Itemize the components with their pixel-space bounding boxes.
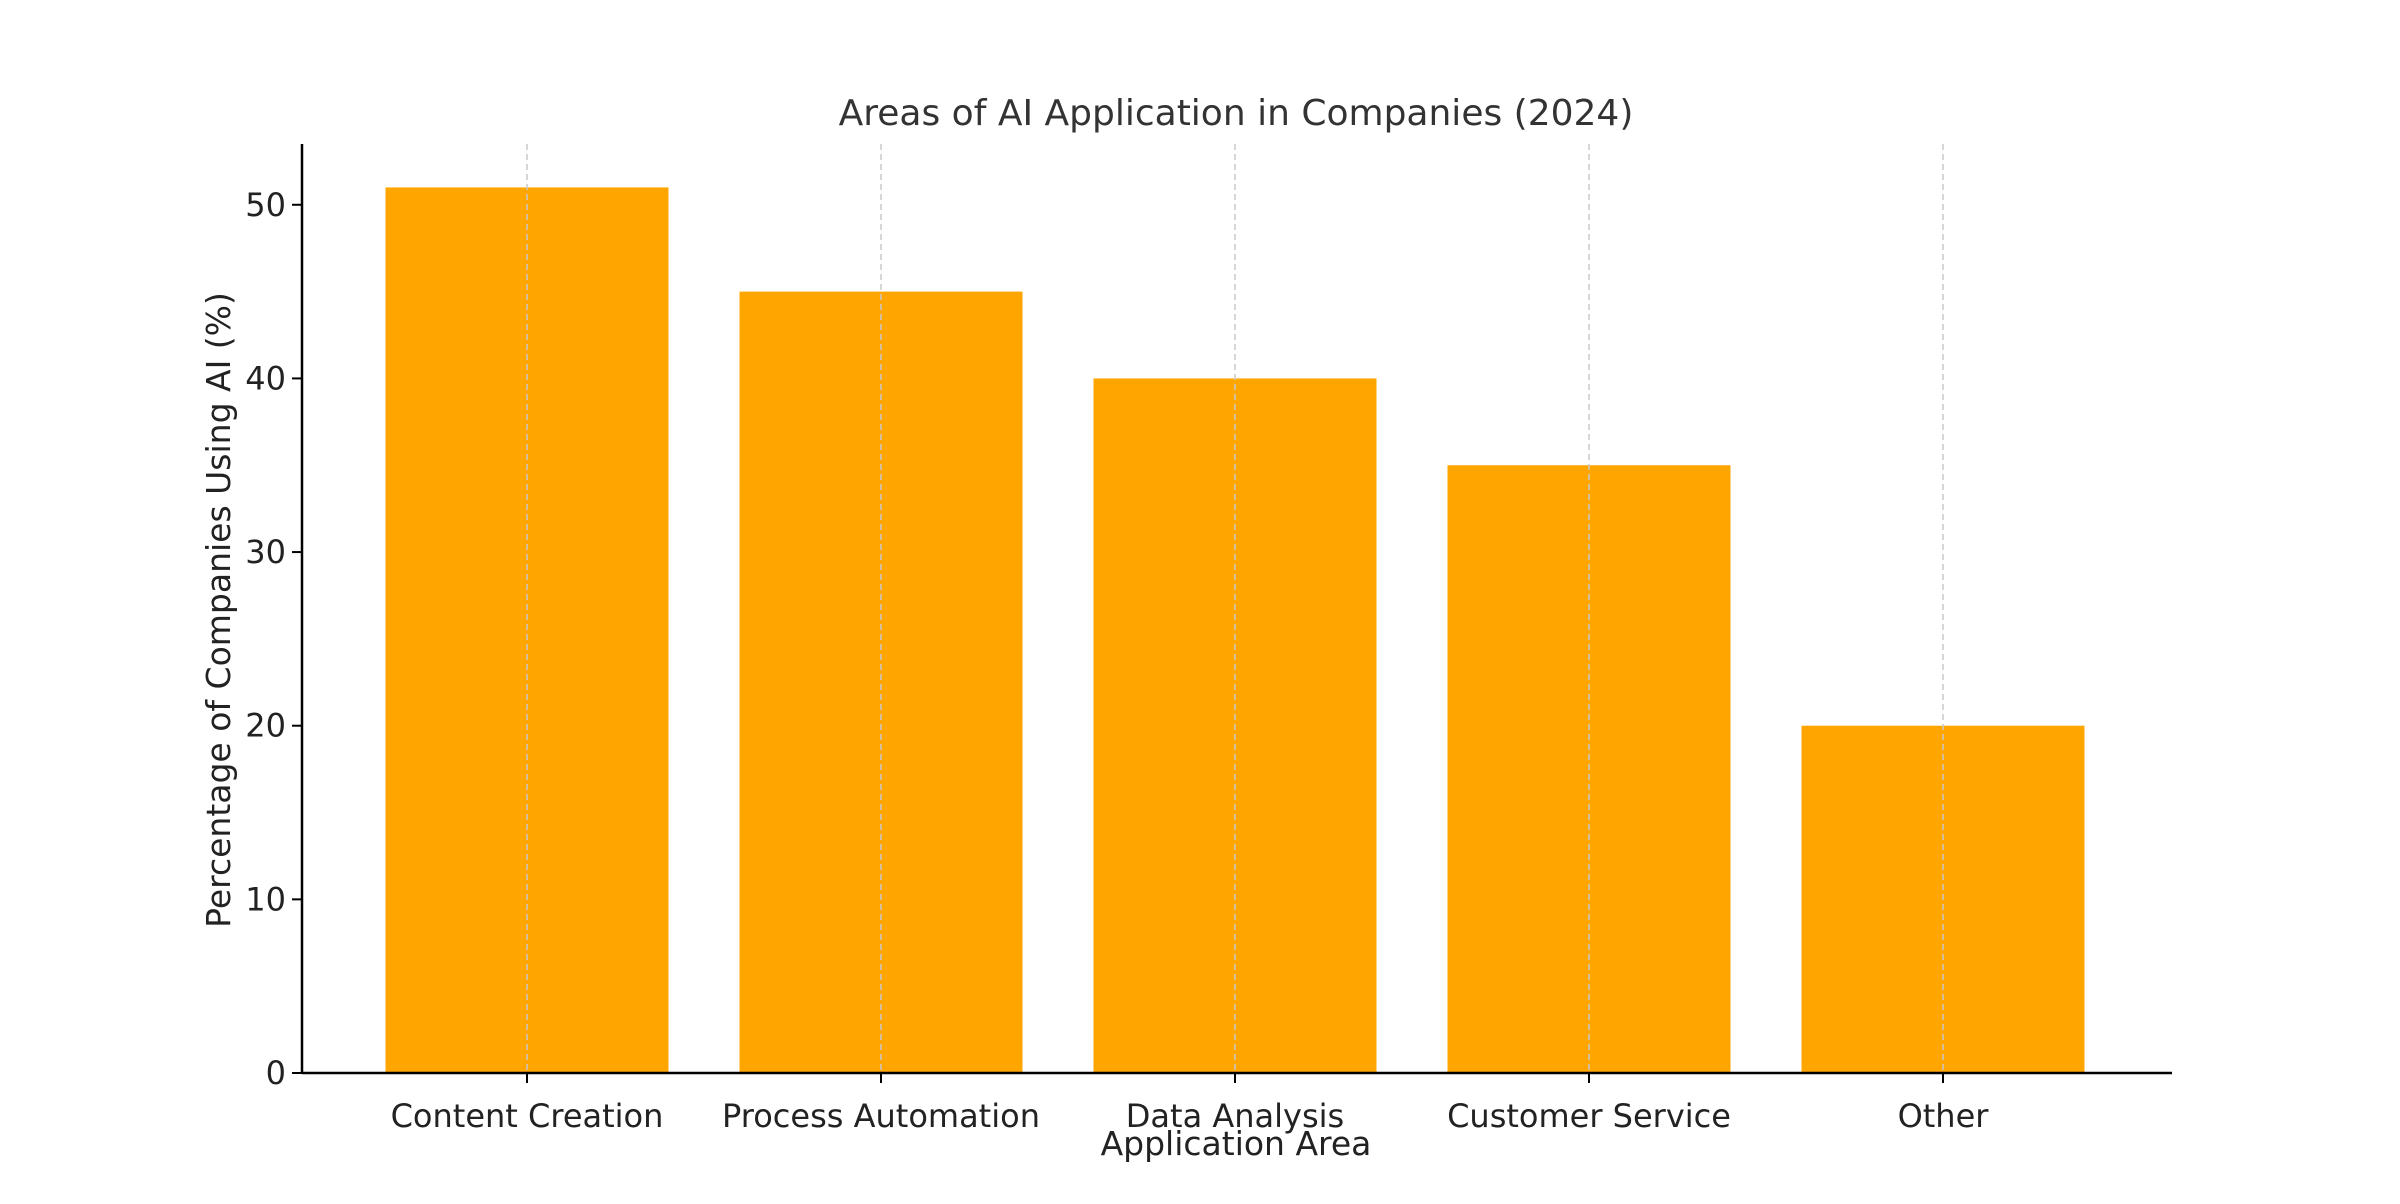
grid-lines xyxy=(526,144,1944,1073)
bar-content-creation xyxy=(385,187,669,1074)
bar-process-automation xyxy=(739,291,1023,1073)
y-tick-label: 0 xyxy=(266,1054,286,1092)
x-tick-label: Other xyxy=(1898,1097,1990,1135)
x-tick-label: Process Automation xyxy=(722,1097,1040,1135)
x-tick-labels: Content Creation Process Automation Data A… xyxy=(391,1073,1990,1135)
chart-title: Areas of AI Application in Companies (20… xyxy=(839,93,1634,134)
x-tick-label: Data Analysis xyxy=(1126,1097,1344,1135)
x-tick-label: Customer Service xyxy=(1447,1097,1731,1135)
y-tick-label: 40 xyxy=(245,359,286,397)
y-tick-labels: 0 10 20 30 40 50 xyxy=(245,186,302,1092)
y-tick-label: 20 xyxy=(245,707,286,745)
bars xyxy=(385,187,2085,1074)
axes xyxy=(300,144,2172,1075)
y-tick-label: 10 xyxy=(245,880,286,918)
x-axis-label: Application Area xyxy=(1101,1124,1372,1163)
y-tick-label: 50 xyxy=(245,186,286,224)
y-tick-label: 30 xyxy=(245,533,286,571)
x-tick-label: Content Creation xyxy=(391,1097,664,1135)
y-axis-label: Percentage of Companies Using AI (%) xyxy=(199,292,238,928)
